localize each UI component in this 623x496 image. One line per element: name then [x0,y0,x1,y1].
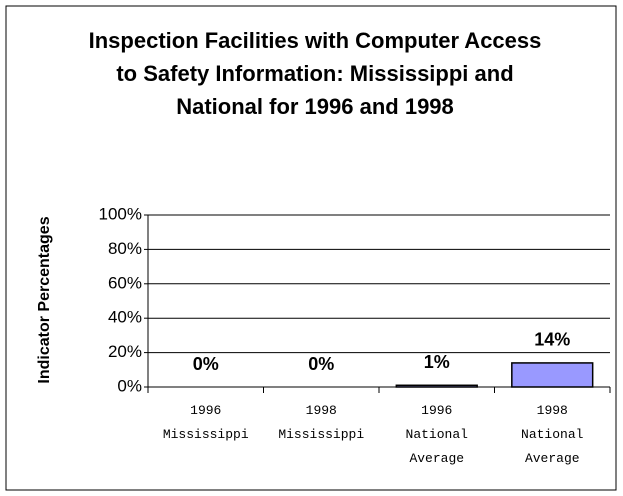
x-tick-line: National [406,427,469,442]
value-label: 0% [193,354,219,374]
y-tick-label: 100% [99,204,142,223]
x-tick-label: 1998 Mississippi [278,403,364,442]
x-tick-line: 1998 [306,403,337,418]
x-tick-line: Average [409,451,464,466]
y-tick-label: 0% [117,376,142,395]
x-tick-line: Mississippi [278,427,364,442]
x-tick-line: 1996 [421,403,452,418]
y-tick-label: 20% [108,342,142,361]
x-tick-line: National [521,427,584,442]
y-tick-label: 80% [108,239,142,258]
bar [511,362,594,388]
y-tick-label: 40% [108,308,142,327]
value-label: 14% [534,330,570,350]
x-tick-line: Mississippi [163,427,249,442]
x-tick-label: 1998 National Average [521,403,584,466]
x-tick-label: 1996 Mississippi [163,403,249,442]
y-tick-label: 60% [108,273,142,292]
x-tick-line: 1996 [190,403,221,418]
value-label: 1% [424,352,450,372]
chart-title: Inspection Facilities with Computer Acce… [88,28,542,119]
x-tick-line: Average [525,451,580,466]
x-tick-label: 1996 National Average [406,403,469,466]
value-label: 0% [308,354,334,374]
x-tick-line: 1998 [537,403,568,418]
y-axis-label: Indicator Percentages [36,216,53,383]
chart-border [5,5,617,491]
